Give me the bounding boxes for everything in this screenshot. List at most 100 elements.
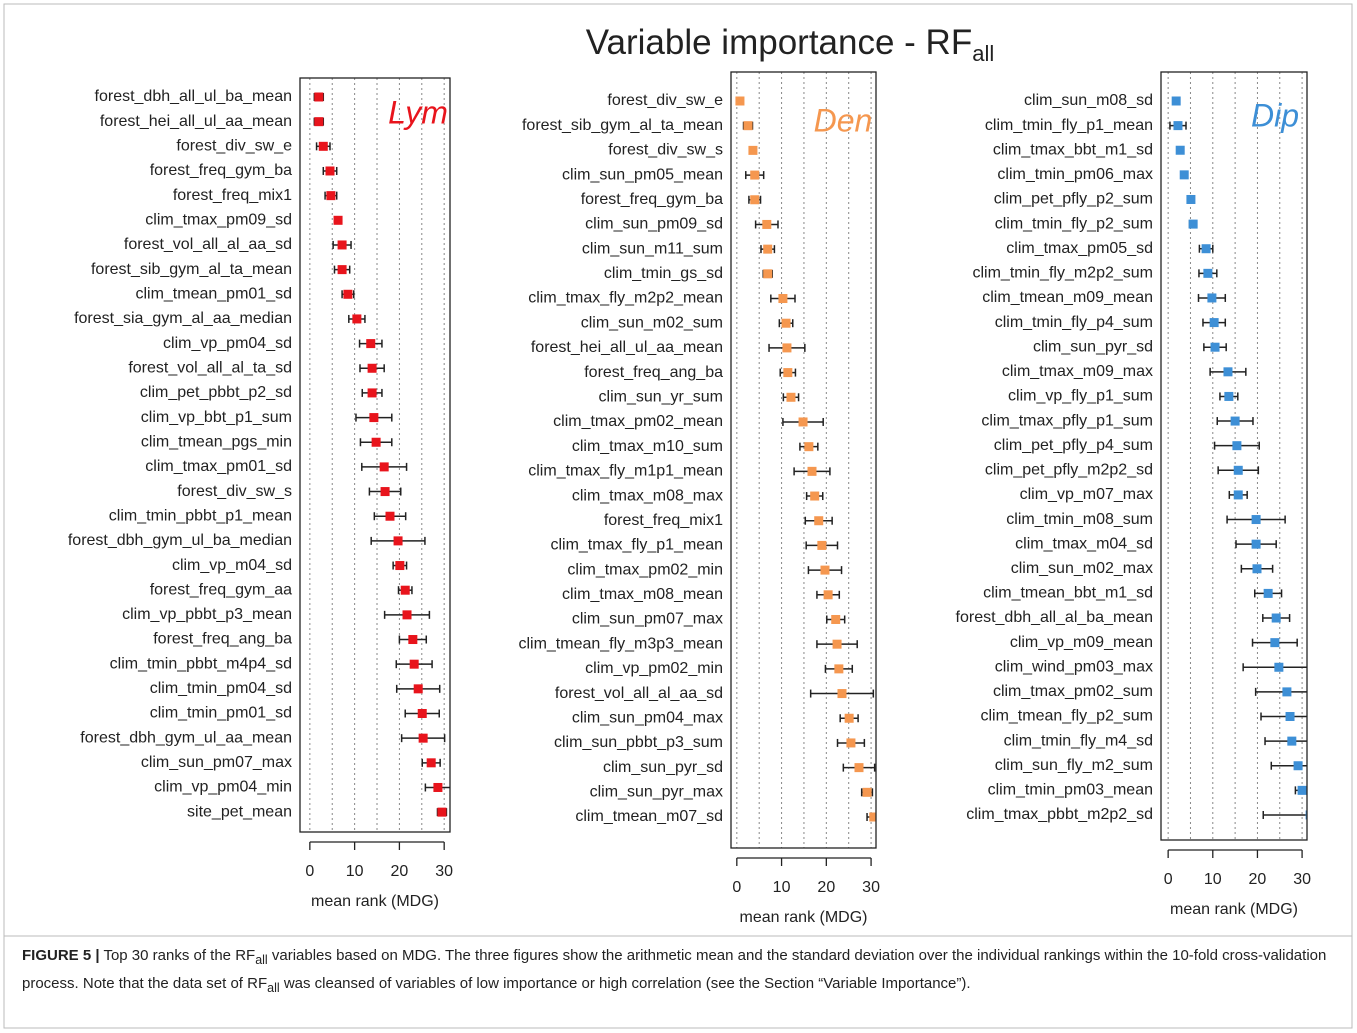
x-tick-label: 20: [817, 879, 835, 896]
category-label: clim_pet_pfly_m2p2_sd: [985, 462, 1153, 479]
dot-marker: [781, 318, 791, 328]
category-label: clim_tmin_pbbt_p1_mean: [109, 507, 292, 524]
dot-marker: [750, 170, 760, 180]
category-label: forest_div_sw_s: [177, 483, 292, 500]
dot-marker: [337, 240, 347, 250]
x-axis-label: mean rank (MDG): [311, 893, 439, 910]
dot-marker: [1186, 194, 1196, 204]
dot-marker: [1285, 712, 1295, 721]
x-tick-label: 30: [862, 879, 880, 896]
dot-marker: [1297, 785, 1307, 795]
category-label: forest_vol_all_al_aa_sd: [555, 685, 723, 702]
category-label: forest_freq_gym_ba: [150, 162, 292, 179]
dot-marker: [735, 96, 745, 106]
dot-marker: [854, 763, 864, 773]
category-label: clim_sun_pm07_max: [572, 611, 723, 628]
caption-subscript: all: [267, 981, 280, 995]
dot-marker: [326, 191, 336, 201]
category-label: clim_sun_m02_max: [1011, 560, 1153, 577]
dot-marker: [325, 166, 335, 176]
dot-marker: [371, 437, 381, 447]
dot-marker: [1209, 318, 1219, 328]
dot-marker: [750, 195, 760, 205]
category-label: clim_tmax_pm02_sum: [993, 683, 1153, 700]
category-label: clim_tmax_m10_sum: [572, 438, 723, 455]
category-label: clim_sun_pm09_sd: [585, 216, 723, 233]
title-sub: all: [972, 41, 994, 66]
dot-marker: [437, 807, 447, 817]
dot-marker: [1252, 564, 1262, 574]
dot-marker: [844, 713, 854, 723]
dot-marker: [834, 664, 844, 674]
dot-marker: [783, 368, 793, 378]
category-label: forest_freq_mix1: [604, 512, 723, 529]
dot-marker: [778, 294, 788, 304]
panel-label: Lym: [388, 94, 448, 130]
panel-label: Den: [814, 102, 873, 138]
plot-box: [1160, 71, 1308, 841]
category-label: clim_tmean_m07_sd: [575, 808, 723, 825]
category-label: clim_tmax_fly_m2p2_mean: [528, 290, 723, 307]
category-label: clim_pet_pfly_p4_sum: [994, 437, 1153, 454]
category-label: forest_freq_gym_aa: [150, 581, 292, 598]
category-label: clim_tmax_pm01_sd: [145, 458, 292, 475]
category-label: clim_tmin_fly_m4_sd: [1004, 732, 1153, 749]
plot-box: [299, 77, 451, 833]
category-label: forest_sia_gym_al_aa_median: [74, 310, 292, 327]
dot-marker: [393, 536, 403, 546]
category-label: clim_tmin_fly_p2_sum: [995, 215, 1153, 232]
category-label: clim_tmean_fly_m3p3_mean: [518, 635, 723, 652]
dot-marker: [1274, 662, 1284, 672]
dot-marker: [817, 540, 827, 550]
category-label: clim_pet_pfly_p2_sum: [994, 191, 1153, 208]
dot-marker: [418, 733, 428, 743]
dot-marker: [333, 215, 343, 225]
dot-marker: [367, 363, 377, 373]
category-label: forest_dbh_all_al_ba_mean: [956, 609, 1153, 626]
dot-marker: [786, 392, 796, 402]
category-label: forest_vol_all_al_aa_sd: [124, 236, 292, 253]
category-label: forest_hei_all_ul_aa_mean: [100, 113, 292, 130]
category-label: forest_hei_all_ul_aa_mean: [531, 339, 723, 356]
category-label: forest_vol_all_al_ta_sd: [128, 359, 292, 376]
dot-marker: [1230, 416, 1240, 426]
plot-area: [1169, 96, 1307, 820]
category-label: clim_tmean_m09_mean: [982, 289, 1153, 306]
category-label: clim_tmin_fly_p4_sum: [995, 314, 1153, 331]
figure-title: Variable importance - RFall: [586, 23, 994, 66]
category-label: clim_tmax_pm02_mean: [553, 413, 723, 430]
category-label: clim_tmin_pm04_sd: [150, 680, 292, 697]
category-label: clim_sun_pbbt_p3_sum: [554, 734, 723, 751]
dot-marker: [385, 511, 395, 521]
dot-marker: [798, 417, 808, 427]
x-tick-label: 10: [346, 863, 364, 880]
plot-area: [735, 96, 876, 822]
dot-marker: [314, 92, 324, 102]
category-label: clim_tmin_fly_p1_mean: [985, 117, 1153, 134]
category-label: clim_tmax_m04_sd: [1015, 535, 1153, 552]
dot-marker: [314, 117, 324, 127]
dot-marker: [1201, 244, 1211, 254]
dot-marker: [1282, 687, 1292, 697]
x-tick-label: 0: [305, 863, 314, 880]
category-label: forest_dbh_gym_ul_ba_median: [68, 532, 292, 549]
dot-marker: [366, 339, 376, 349]
title-main: Variable importance - RF: [586, 23, 972, 62]
dot-marker: [1263, 588, 1273, 598]
figure-frame: [3, 3, 1353, 1029]
category-label: forest_sib_gym_al_ta_mean: [522, 117, 723, 134]
dot-marker: [1224, 391, 1234, 401]
category-label: clim_sun_pm07_max: [141, 754, 292, 771]
dot-marker: [369, 413, 379, 423]
caption-text: was cleansed of variables of low importa…: [279, 975, 971, 992]
category-label: clim_vp_fly_p1_sum: [1008, 388, 1153, 405]
category-label: clim_tmean_pgs_min: [141, 433, 292, 450]
category-label: clim_vp_pm04_min: [154, 779, 292, 796]
category-label: forest_dbh_gym_ul_aa_mean: [80, 729, 292, 746]
dot-marker: [804, 442, 814, 452]
dot-marker: [1305, 810, 1307, 820]
category-label: clim_tmax_m08_max: [572, 487, 723, 504]
dot-marker: [408, 635, 418, 645]
category-label: clim_sun_fly_m2_sum: [995, 757, 1153, 774]
